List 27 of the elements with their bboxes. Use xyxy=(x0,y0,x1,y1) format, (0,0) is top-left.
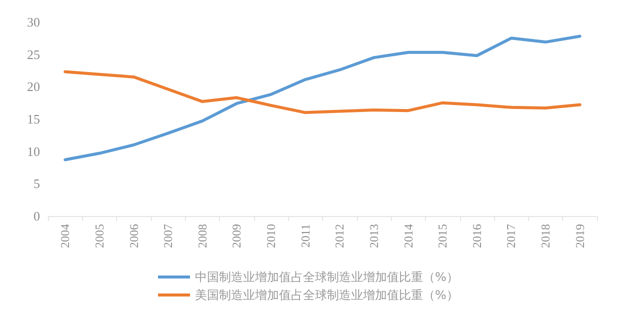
y-tick-label: 15 xyxy=(27,112,40,126)
line-series xyxy=(64,70,582,114)
x-tick-label: 2016 xyxy=(470,224,484,248)
x-tick-label: 2015 xyxy=(436,224,450,248)
x-tick-label: 2017 xyxy=(504,224,518,248)
y-tick-label: 10 xyxy=(27,144,40,159)
x-tick-label: 2007 xyxy=(161,224,176,248)
y-tick-label: 0 xyxy=(34,208,40,224)
x-tick-label: 2019 xyxy=(572,224,587,248)
x-tick-label: 2011 xyxy=(298,224,312,248)
x-tick-label: 2006 xyxy=(126,224,141,248)
x-tick-label: 2004 xyxy=(58,224,72,248)
x-tick-label: 2018 xyxy=(538,224,553,248)
line-series xyxy=(64,34,582,162)
x-tick-label: 2013 xyxy=(366,224,381,248)
y-tick-label: 25 xyxy=(27,46,40,62)
legend-label: 中国制造业增加值占全球制造业增加值比重（%） xyxy=(195,270,458,284)
legend-label: 美国制造业增加值占全球制造业增加值比重（%） xyxy=(195,288,458,302)
y-tick-label: 20 xyxy=(27,79,40,94)
x-tick-label: 2012 xyxy=(332,224,347,248)
x-tick-label: 2008 xyxy=(195,224,210,248)
x-tick-label: 2010 xyxy=(264,224,278,248)
x-tick-label: 2014 xyxy=(401,224,416,248)
x-tick-label: 2009 xyxy=(230,224,244,248)
y-tick-label: 5 xyxy=(34,176,40,192)
y-tick-label: 30 xyxy=(27,14,40,30)
x-tick-label: 2005 xyxy=(92,224,106,248)
